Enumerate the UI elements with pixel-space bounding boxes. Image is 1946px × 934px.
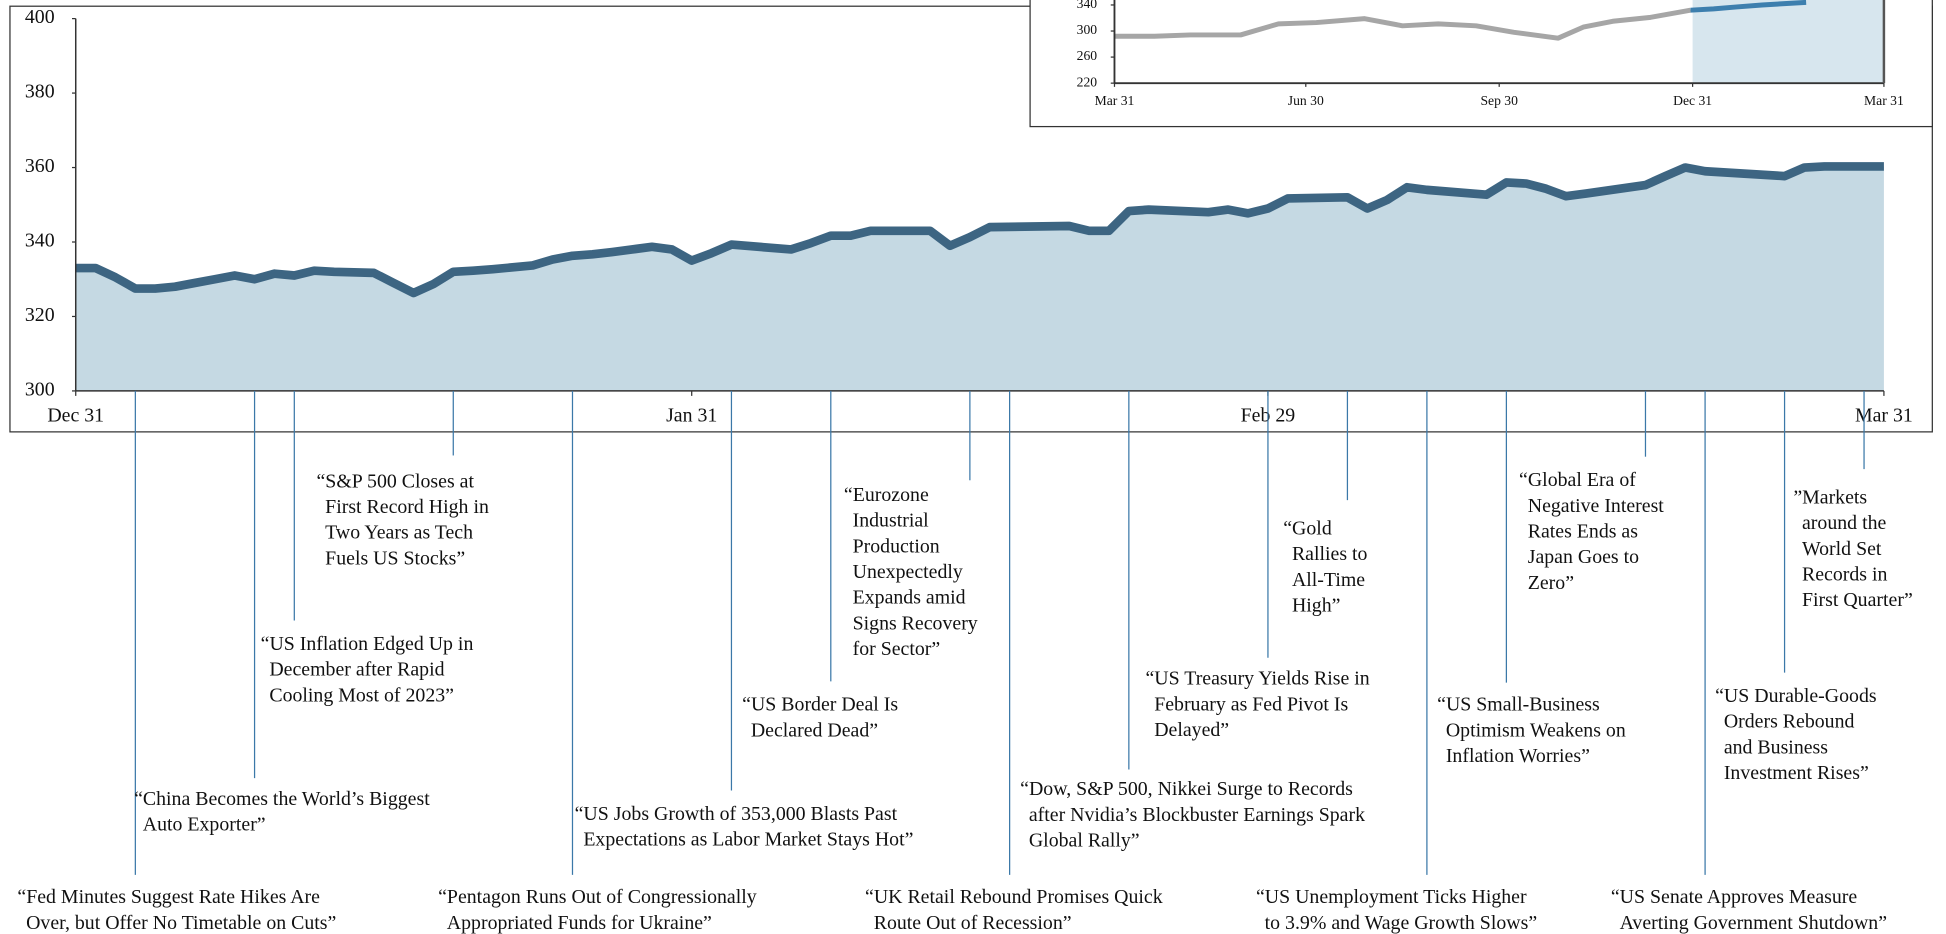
annotation-text: Two Years as Tech	[325, 522, 473, 544]
y-tick-label: 220	[1077, 74, 1098, 89]
annotation-text: All-Time	[1292, 569, 1365, 591]
annotation-text: Industrial	[853, 510, 930, 532]
annotation-text: Production	[853, 535, 940, 557]
y-tick-label: 300	[1077, 22, 1098, 37]
annotation-text: ”Markets	[1793, 486, 1867, 508]
annotation-text: “Fed Minutes Suggest Rate Hikes Are	[17, 886, 320, 908]
inset-line	[1114, 7, 1691, 41]
annotation-text: Optimism Weakens on	[1446, 719, 1626, 741]
annotation-text: “Eurozone	[844, 484, 929, 506]
annotation-text: Auto Exporter”	[143, 814, 266, 836]
x-tick-label: Dec 31	[47, 405, 104, 427]
annotation-text: Over, but Offer No Timetable on Cuts”	[26, 912, 336, 934]
annotation-text: Expands amid	[853, 587, 966, 609]
annotation-text: “US Small-Business	[1437, 694, 1600, 716]
annotation-text: Orders Rebound	[1724, 711, 1855, 733]
annotation-text: “Dow, S&P 500, Nikkei Surge to Records	[1020, 778, 1353, 800]
annotation-text: for Sector”	[853, 638, 941, 660]
annotation-text: Inflation Worries”	[1446, 745, 1590, 767]
y-tick-label: 340	[25, 230, 55, 252]
inset-chart: 220 260 300 340 Mar 31 Jun 30 Sep 30 Dec 31 Mar …	[1029, 0, 1933, 128]
annotation-text: Rates Ends as	[1528, 520, 1638, 542]
annotation-text: “US Treasury Yields Rise in	[1146, 668, 1370, 690]
y-tick-label: 320	[25, 304, 55, 326]
annotation-text: “Global Era of	[1519, 469, 1636, 491]
y-tick-label: 360	[25, 155, 55, 177]
annotation-text: Appropriated Funds for Ukraine”	[447, 912, 712, 934]
annotation-text: First Record High in	[325, 496, 489, 518]
annotation-text: “S&P 500 Closes at	[316, 470, 474, 492]
annotation-text: Cooling Most of 2023”	[269, 684, 454, 706]
annotation-text: Fuels US Stocks”	[325, 547, 465, 569]
y-tick-label: 380	[25, 81, 55, 103]
annotation-text: World Set	[1802, 538, 1882, 560]
annotation-text: Route Out of Recession”	[874, 912, 1072, 934]
area	[75, 166, 1884, 391]
inset-line	[1690, 0, 1807, 13]
annotation-text: Delayed”	[1154, 719, 1229, 741]
annotation-text: Declared Dead”	[751, 719, 878, 741]
x-tick-label: Mar 31	[1095, 93, 1135, 108]
annotation-text: “US Durable-Goods	[1715, 685, 1876, 707]
line	[75, 162, 1884, 298]
y-tick-label: 260	[1077, 48, 1098, 63]
x-tick-label: Jun 30	[1288, 93, 1324, 108]
annotation-text: Investment Rises”	[1724, 762, 1869, 784]
x-tick-label: Sep 30	[1480, 93, 1518, 108]
annotation-text: “US Jobs Growth of 353,000 Blasts Past	[575, 803, 898, 825]
annotation-text: Negative Interest	[1528, 495, 1665, 517]
annotation-text: to 3.9% and Wage Growth Slows”	[1265, 912, 1538, 934]
annotation-text: around the	[1802, 512, 1886, 534]
annotation-text: Signs Recovery	[853, 612, 978, 634]
annotation-text: High”	[1292, 595, 1341, 617]
annotation-text: “Gold	[1283, 517, 1332, 539]
annotation-text: Japan Goes to	[1528, 546, 1639, 568]
annotation-text: Rallies to	[1292, 543, 1368, 565]
annotation-text: Zero”	[1528, 572, 1574, 594]
annotation-text: “US Senate Approves Measure	[1611, 886, 1858, 908]
annotation-text: “UK Retail Rebound Promises Quick	[865, 886, 1163, 908]
annotation-text: and Business	[1724, 736, 1828, 758]
annotation-text: First Quarter”	[1802, 589, 1913, 611]
annotation-text: “China Becomes the World’s Biggest	[134, 788, 430, 810]
x-tick-label: Mar 31	[1864, 93, 1904, 108]
annotation-text: after Nvidia’s Blockbuster Earnings Spar…	[1029, 804, 1365, 826]
annotation-text: “US Border Deal Is	[742, 694, 898, 716]
annotation-text: Global Rally”	[1029, 829, 1140, 851]
annotation-text: December after Rapid	[269, 659, 444, 681]
x-tick-label: Jan 31	[666, 405, 717, 427]
annotation-text: “US Inflation Edged Up in	[261, 633, 474, 655]
annotation-text: Records in	[1802, 564, 1887, 586]
annotation-text: Averting Government Shutdown”	[1620, 912, 1887, 934]
y-tick-label: 400	[25, 6, 55, 28]
x-tick-label: Dec 31	[1673, 93, 1712, 108]
y-tick-label: 300	[25, 378, 55, 400]
inset-highlight	[1692, 0, 1884, 84]
annotation-text: “Pentagon Runs Out of Congressionally	[438, 886, 757, 908]
annotation-text: Unexpectedly	[853, 561, 963, 583]
chart-frame	[9, 5, 1933, 433]
y-tick-label: 340	[1077, 0, 1098, 11]
annotation-text: February as Fed Pivot Is	[1154, 693, 1348, 715]
annotation-text: Expectations as Labor Market Stays Hot”	[583, 829, 913, 851]
x-tick-label: Mar 31	[1855, 405, 1913, 427]
annotation-text: “US Unemployment Ticks Higher	[1256, 886, 1527, 908]
